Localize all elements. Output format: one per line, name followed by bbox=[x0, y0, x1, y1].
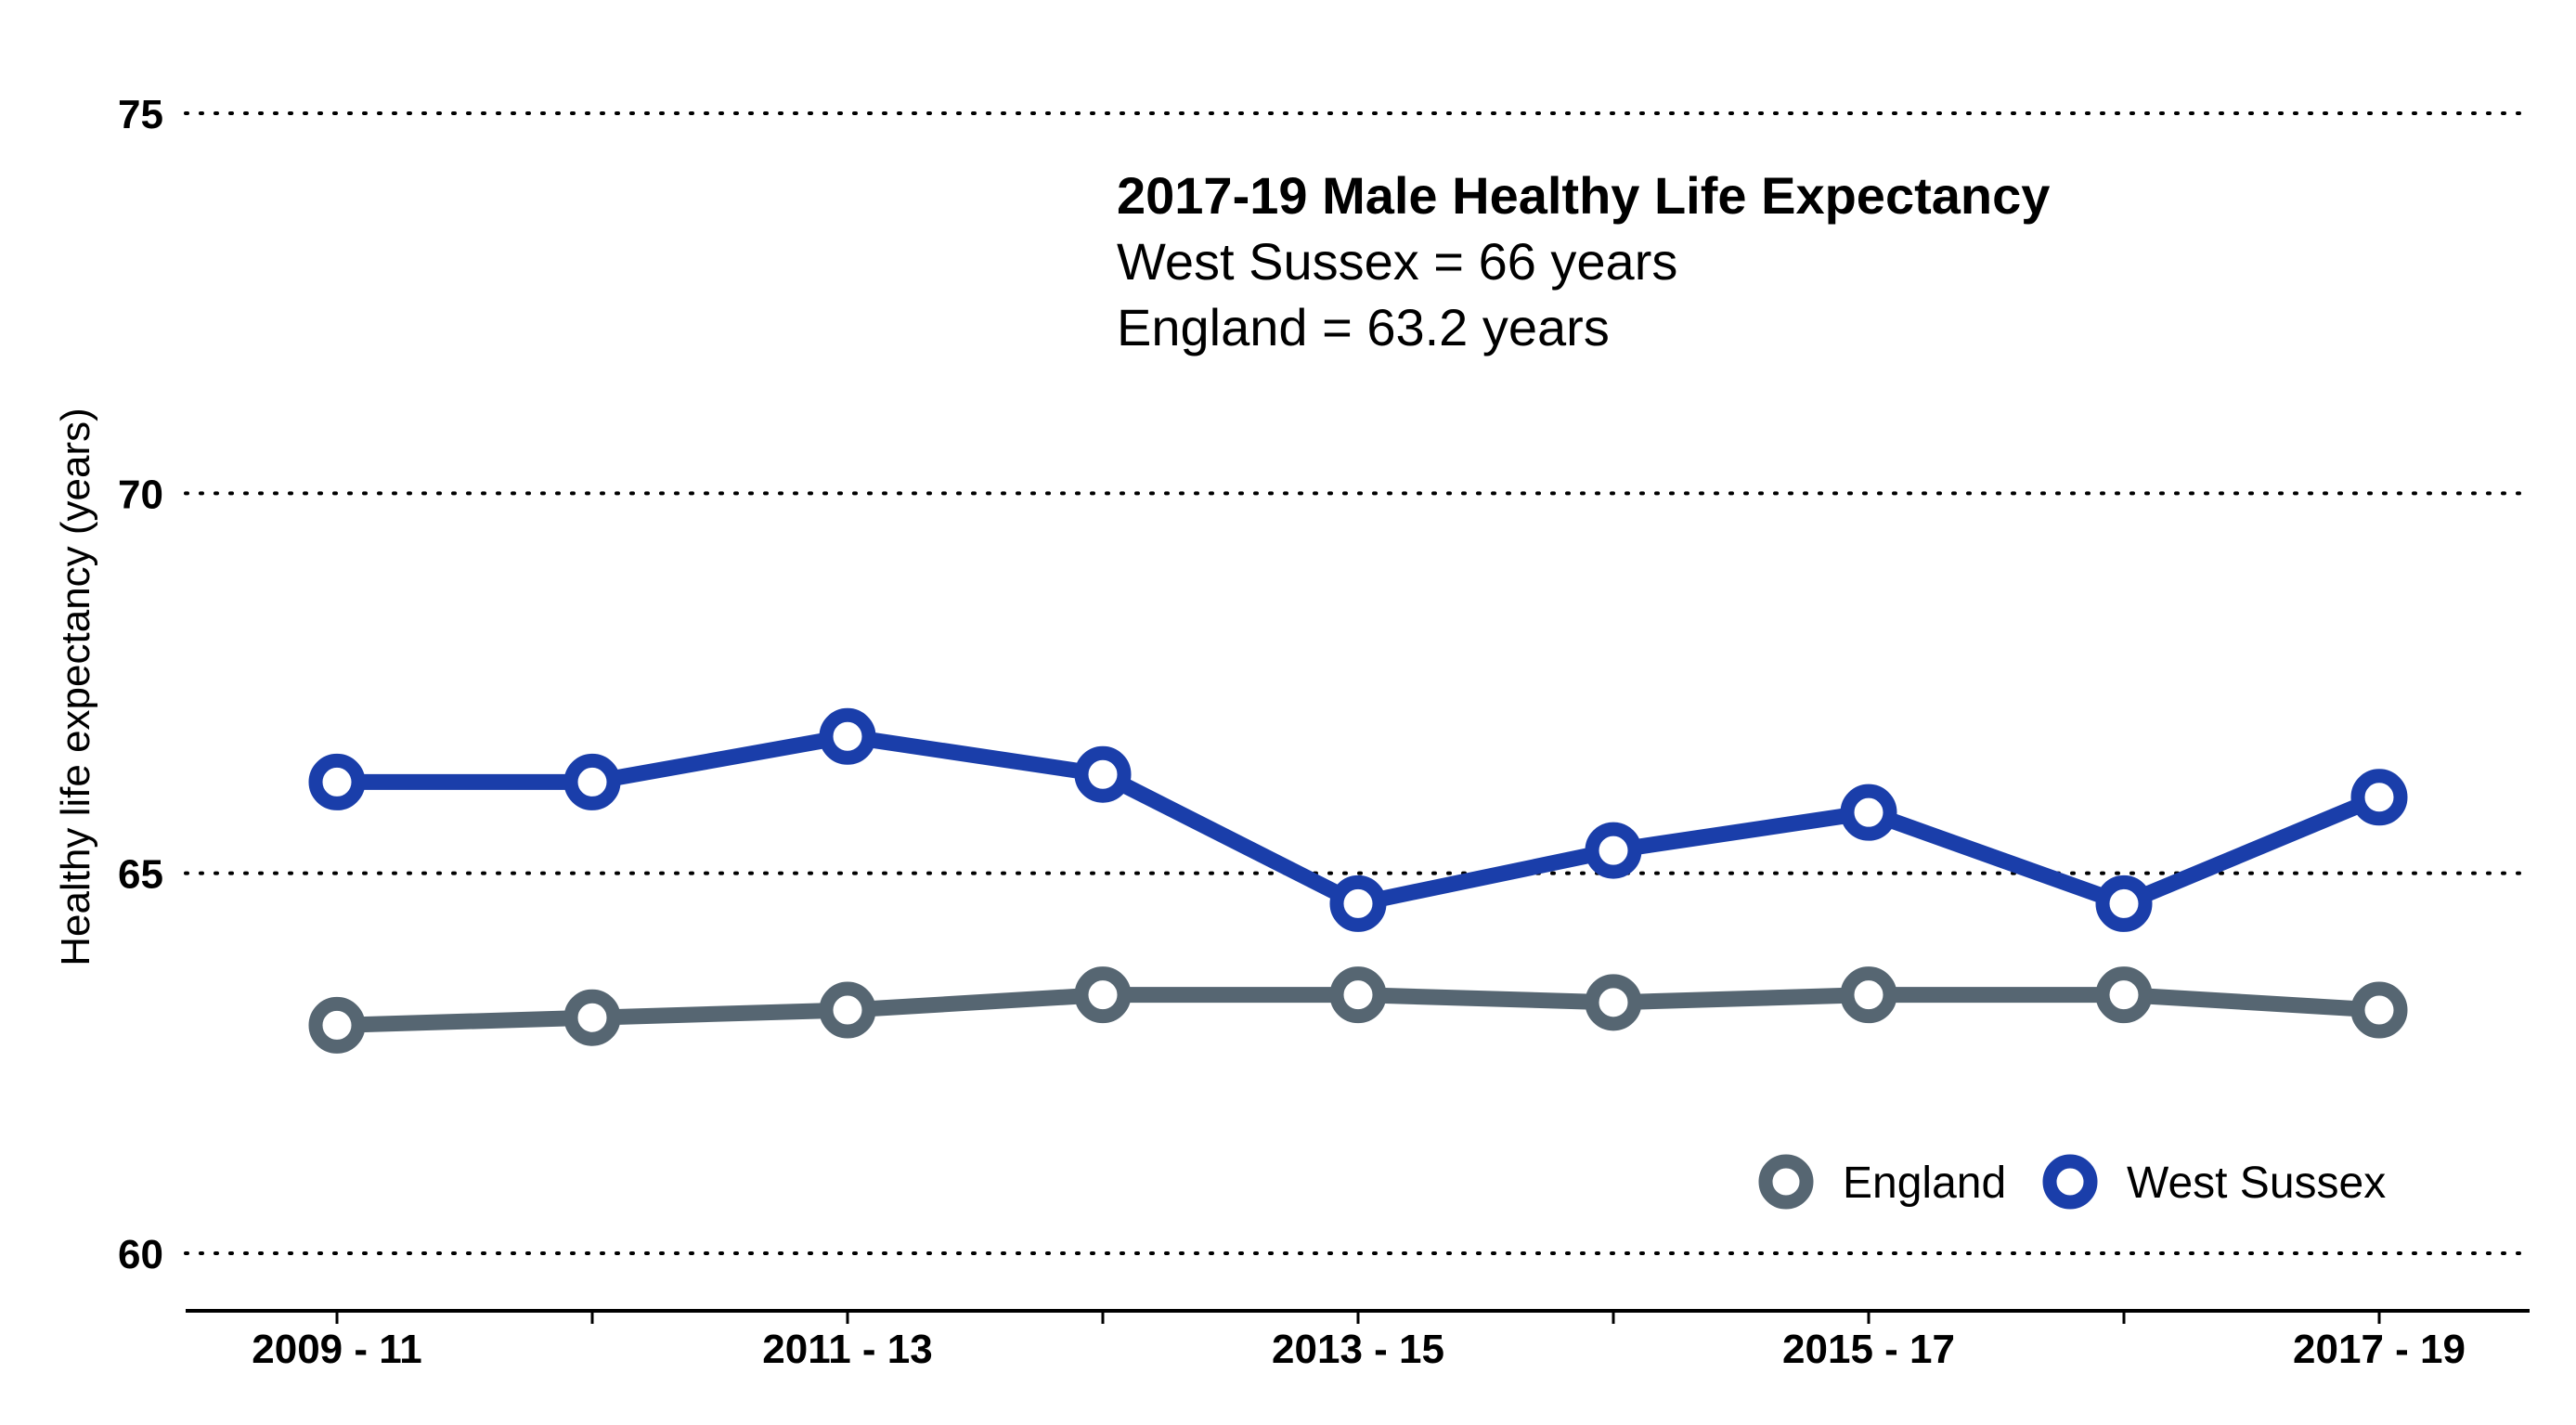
x-axis-ticks: 2009 - 11 2011 - 13 2013 - 15 2015 - 17 2017… bbox=[252, 1311, 2466, 1372]
series-england bbox=[308, 966, 2408, 1054]
legend-marker-west-sussex bbox=[2042, 1154, 2098, 1210]
data-point-west-sussex bbox=[563, 753, 621, 810]
data-point-west-sussex bbox=[2095, 874, 2153, 932]
legend-label-england: England bbox=[1843, 1159, 2006, 1208]
gridlines bbox=[184, 111, 2531, 1255]
legend-marker-england bbox=[1758, 1154, 1814, 1210]
data-point-england bbox=[563, 989, 621, 1046]
data-point-west-sussex bbox=[1074, 745, 1132, 803]
y-tick-label: 75 bbox=[118, 92, 163, 137]
data-point-england bbox=[1585, 974, 1642, 1031]
data-point-england bbox=[1840, 966, 1897, 1024]
legend: England West Sussex bbox=[1758, 1154, 2386, 1210]
series-layer bbox=[308, 707, 2408, 1054]
x-tick-label: 2015 - 17 bbox=[1782, 1327, 1955, 1372]
data-point-west-sussex bbox=[1329, 874, 1387, 932]
y-tick-label: 70 bbox=[118, 472, 163, 517]
data-point-west-sussex bbox=[1840, 784, 1897, 841]
y-axis-ticks: 60 65 70 75 bbox=[118, 92, 163, 1277]
annotation-line-england: England = 63.2 years bbox=[1117, 298, 1610, 356]
legend-label-west-sussex: West Sussex bbox=[2127, 1159, 2386, 1208]
x-tick-label: 2017 - 19 bbox=[2293, 1327, 2466, 1372]
data-point-england bbox=[308, 996, 366, 1054]
y-tick-label: 60 bbox=[118, 1232, 163, 1277]
data-point-england bbox=[1074, 966, 1132, 1024]
x-tick-label: 2011 - 13 bbox=[762, 1327, 933, 1372]
data-point-england bbox=[1329, 966, 1387, 1024]
data-point-england bbox=[819, 981, 876, 1039]
y-tick-label: 65 bbox=[118, 852, 163, 898]
annotation: 2017-19 Male Healthy Life Expectancy Wes… bbox=[1117, 166, 2050, 356]
annotation-title: 2017-19 Male Healthy Life Expectancy bbox=[1117, 166, 2050, 225]
annotation-line-west-sussex: West Sussex = 66 years bbox=[1117, 232, 1677, 291]
data-point-west-sussex bbox=[308, 753, 366, 810]
series-west-sussex bbox=[308, 707, 2408, 932]
data-point-england bbox=[2095, 966, 2153, 1024]
data-point-west-sussex bbox=[2350, 769, 2408, 826]
x-tick-label: 2013 - 15 bbox=[1272, 1327, 1444, 1372]
data-point-west-sussex bbox=[1585, 822, 1642, 879]
data-point-west-sussex bbox=[819, 707, 876, 765]
y-axis-label: Healthy life expectancy (years) bbox=[53, 408, 98, 966]
x-tick-label: 2009 - 11 bbox=[252, 1327, 422, 1372]
data-point-england bbox=[2350, 981, 2408, 1039]
